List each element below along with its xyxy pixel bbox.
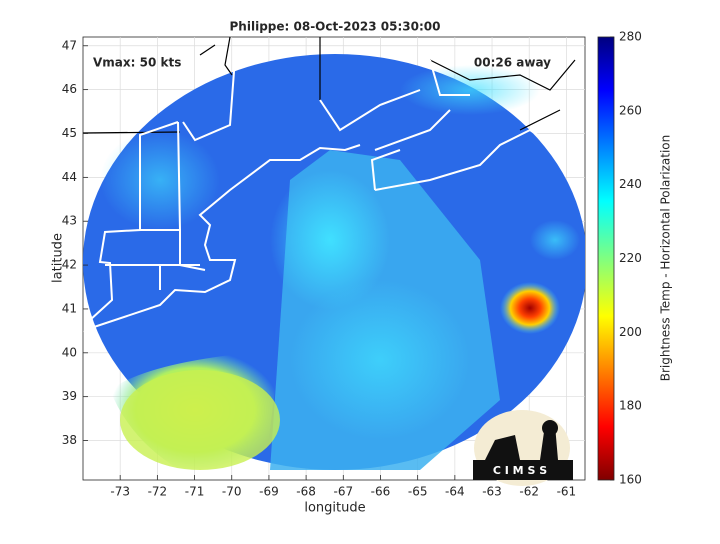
colorbar-tick-label: 180 <box>619 399 642 413</box>
colorbar-tick-label: 280 <box>619 30 642 44</box>
colorbar-label: Brightness Temp - Horizontal Polarizatio… <box>659 135 673 382</box>
x-tick-label: -72 <box>148 485 168 499</box>
satellite-swath <box>83 37 585 470</box>
y-tick-label: 45 <box>62 126 77 140</box>
x-tick-label: -65 <box>408 485 428 499</box>
x-tick-label: -71 <box>185 485 205 499</box>
y-axis-label: latitude <box>51 233 66 283</box>
time-annotation: 00:26 away <box>474 56 551 70</box>
colorbar-tick-label: 240 <box>619 177 642 191</box>
y-tick-label: 47 <box>62 38 77 52</box>
y-tick-label: 41 <box>62 301 77 315</box>
x-tick-label: -64 <box>445 485 465 499</box>
colorbar <box>597 36 615 481</box>
x-tick-label: -67 <box>333 485 353 499</box>
y-tick-label: 42 <box>62 258 77 272</box>
x-axis-label: longitude <box>304 501 365 516</box>
coastlines <box>83 37 576 332</box>
x-tick-label: -68 <box>296 485 316 499</box>
x-tick-label: -73 <box>110 485 130 499</box>
y-tick-label: 38 <box>62 433 77 447</box>
colorbar-tick-label: 260 <box>619 103 642 117</box>
y-tick-label: 46 <box>62 82 77 96</box>
colorbar-tick-label: 220 <box>619 251 642 265</box>
y-tick-label: 40 <box>62 345 77 359</box>
x-tick-label: -69 <box>259 485 279 499</box>
x-tick-label: -70 <box>222 485 242 499</box>
x-tick-label: -63 <box>482 485 502 499</box>
logo-text: C I M S S <box>493 464 547 477</box>
colorbar-tick-label: 160 <box>619 473 642 487</box>
title: Philippe: 08-Oct-2023 05:30:00 <box>230 20 441 34</box>
x-tick-label: -66 <box>371 485 391 499</box>
vmax-annotation: Vmax: 50 kts <box>93 56 181 70</box>
y-tick-label: 44 <box>62 170 77 184</box>
y-tick-label: 39 <box>62 389 77 403</box>
x-tick-label: -61 <box>557 485 577 499</box>
cimss-logo: C I M S S <box>473 410 573 486</box>
x-tick-label: -62 <box>519 485 539 499</box>
y-tick-label: 43 <box>62 214 77 228</box>
colorbar-tick-label: 200 <box>619 325 642 339</box>
